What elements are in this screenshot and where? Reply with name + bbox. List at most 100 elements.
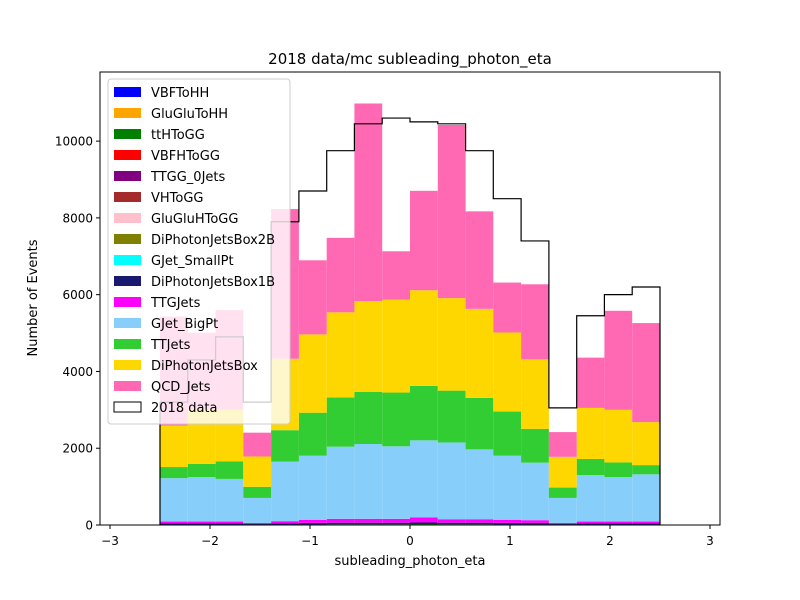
legend: VBFToHH GluGluToHH ttHToGG VBFHToGG TTGG_0Je… — [107, 78, 291, 425]
bar-ttjets-bin-0 — [160, 467, 188, 479]
bar-diphotonjetsbox-bin-6 — [326, 312, 355, 398]
y-tick-label: 8000 — [62, 211, 93, 225]
bar-diphotonjetsbox-bin-15 — [576, 407, 605, 459]
bar-ttjets-bin-5 — [298, 412, 327, 456]
bar-diphotonjetsbox1b-bin-13 — [521, 522, 549, 525]
bar-qcd-jets-bin-17 — [632, 323, 660, 423]
bar-ttgjets-bin-4 — [271, 521, 299, 524]
x-tick-label: 1 — [506, 534, 514, 548]
bar-gjet-bigpt-bin-17 — [632, 474, 660, 522]
legend-swatch — [114, 297, 141, 307]
bar-diphotonjetsbox-bin-13 — [521, 359, 549, 429]
legend-swatch — [114, 381, 141, 391]
legend-label: ttHToGG — [151, 128, 205, 143]
x-axis: −3 −2 −1 0 1 2 3 — [101, 525, 714, 548]
bar-ttjets-bin-13 — [521, 428, 549, 463]
x-tick-label: −3 — [101, 534, 119, 548]
bar-diphotonjetsbox-bin-8 — [382, 299, 410, 393]
bar-diphotonjetsbox-bin-11 — [465, 308, 494, 398]
bar-diphotonjetsbox-bin-16 — [604, 409, 633, 463]
bar-qcd-jets-bin-9 — [410, 190, 438, 291]
bar-diphotonjetsbox1b-bin-8 — [382, 522, 410, 525]
legend-swatch — [114, 276, 141, 286]
bar-gjet-bigpt-bin-6 — [326, 446, 355, 519]
bar-gjet-bigpt-bin-5 — [298, 455, 327, 520]
bar-ttgjets-bin-10 — [437, 519, 466, 523]
legend-swatch — [113, 401, 142, 413]
y-tick-label: 10000 — [55, 135, 93, 149]
bar-ttjets-bin-17 — [632, 465, 660, 475]
bar-diphotonjetsbox1b-bin-14 — [548, 524, 577, 525]
legend-label: TTJets — [150, 338, 191, 353]
bar-ttjets-bin-3 — [243, 486, 272, 498]
bar-ttjets-bin-8 — [382, 392, 410, 447]
bar-qcd-jets-bin-11 — [465, 211, 494, 309]
bar-qcd-jets-bin-12 — [493, 282, 522, 333]
bar-ttgjets-bin-9 — [410, 517, 438, 523]
legend-swatch — [114, 192, 141, 202]
bar-ttjets-bin-15 — [576, 458, 605, 476]
bar-qcd-jets-bin-14 — [548, 432, 577, 457]
bar-ttjets-bin-7 — [354, 391, 383, 444]
bar-ttgjets-bin-1 — [187, 521, 216, 524]
bar-gjet-bigpt-bin-13 — [521, 462, 549, 521]
legend-label: VBFToHH — [151, 86, 209, 101]
bar-diphotonjetsbox1b-bin-5 — [298, 522, 327, 525]
bar-ttjets-bin-11 — [465, 397, 494, 450]
bar-gjet-bigpt-bin-3 — [243, 497, 272, 523]
bar-gjet-bigpt-bin-14 — [548, 497, 577, 523]
bar-ttgjets-bin-17 — [632, 521, 660, 524]
y-tick-label: 2000 — [62, 442, 93, 456]
x-axis-label: subleading_photon_eta — [335, 554, 486, 569]
y-tick-label: 6000 — [62, 288, 93, 302]
legend-label: GluGluToHH — [151, 107, 228, 122]
bar-ttgjets-bin-0 — [160, 521, 188, 524]
legend-swatch — [114, 255, 141, 265]
bar-diphotonjetsbox1b-bin-16 — [604, 523, 633, 525]
bar-diphotonjetsbox1b-bin-0 — [160, 523, 188, 525]
legend-swatch — [114, 360, 141, 370]
bar-diphotonjetsbox1b-bin-4 — [271, 523, 299, 525]
bar-ttgjets-bin-11 — [465, 519, 494, 523]
bar-gjet-bigpt-bin-15 — [576, 475, 605, 522]
bar-ttgjets-bin-2 — [215, 521, 244, 524]
legend-swatch — [114, 234, 141, 244]
bar-gjet-bigpt-bin-7 — [354, 443, 383, 519]
bar-diphotonjetsbox1b-bin-6 — [326, 522, 355, 525]
bar-ttgjets-bin-7 — [354, 518, 383, 523]
bar-gjet-bigpt-bin-0 — [160, 478, 188, 522]
bar-ttjets-bin-14 — [548, 487, 577, 498]
bar-diphotonjetsbox-bin-9 — [410, 290, 438, 386]
x-tick-label: 3 — [706, 534, 714, 548]
bar-ttjets-bin-9 — [410, 385, 438, 441]
bar-gjet-bigpt-bin-8 — [382, 446, 410, 519]
bar-ttgjets-bin-12 — [493, 519, 522, 523]
x-tick-label: −1 — [301, 534, 319, 548]
bar-diphotonjetsbox1b-bin-7 — [354, 522, 383, 525]
y-tick-label: 4000 — [62, 365, 93, 379]
bar-ttgjets-bin-13 — [521, 520, 549, 523]
legend-label: GJet_SmallPt — [151, 254, 234, 269]
bar-qcd-jets-bin-6 — [326, 237, 355, 313]
bar-ttjets-bin-2 — [215, 461, 244, 479]
bar-diphotonjetsbox1b-bin-11 — [465, 522, 494, 525]
bar-qcd-jets-bin-13 — [521, 284, 549, 360]
legend-swatch — [114, 108, 141, 118]
bar-qcd-jets-bin-5 — [298, 260, 327, 335]
bar-gjet-bigpt-bin-2 — [215, 478, 244, 522]
bar-diphotonjetsbox1b-bin-15 — [576, 523, 605, 525]
bar-diphotonjetsbox-bin-0 — [160, 425, 188, 468]
bar-gjet-bigpt-bin-16 — [604, 477, 633, 522]
legend-label: TTGJets — [150, 296, 201, 311]
bar-diphotonjetsbox-bin-17 — [632, 422, 660, 466]
bar-diphotonjetsbox1b-bin-9 — [410, 522, 438, 525]
bar-diphotonjetsbox1b-bin-3 — [243, 524, 272, 525]
bar-qcd-jets-bin-3 — [243, 432, 272, 457]
chart-title: 2018 data/mc subleading_photon_eta — [268, 50, 552, 69]
bar-gjet-bigpt-bin-9 — [410, 440, 438, 518]
legend-swatch — [114, 171, 141, 181]
bar-ttgjets-bin-14 — [548, 522, 577, 525]
legend-label: VHToGG — [151, 191, 204, 206]
legend-swatch — [114, 339, 141, 349]
legend-label: GluGluHToGG — [151, 212, 238, 227]
